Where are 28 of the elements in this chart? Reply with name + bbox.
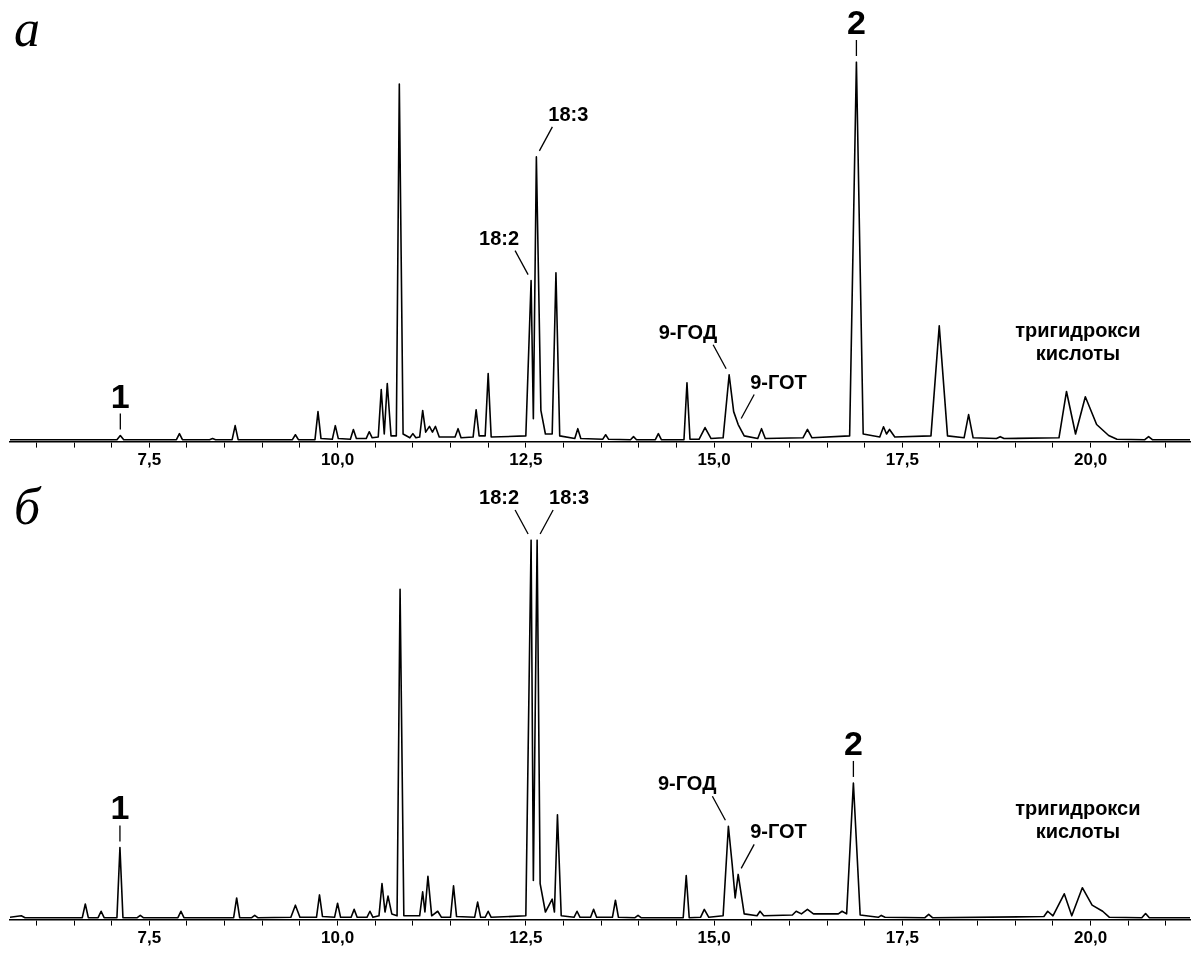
- chart-title: б: [14, 478, 42, 535]
- annotation: 18:2: [479, 226, 520, 249]
- x-tick-label: 7,5: [137, 928, 162, 948]
- annotation: 2: [843, 723, 863, 762]
- annotation: тригидрокси кислоты: [1015, 318, 1141, 364]
- chart-title: а: [14, 0, 40, 57]
- annotation: 9-ГОТ: [750, 820, 807, 843]
- annotation: тригидрокси кислоты: [1015, 796, 1141, 842]
- annotation: 1: [110, 788, 130, 827]
- x-tick-label: 15,0: [697, 450, 731, 470]
- x-tick-label: 20,0: [1074, 928, 1108, 948]
- annotation: 9-ГОТ: [750, 370, 807, 393]
- x-tick-label: 17,5: [885, 450, 919, 470]
- annotation: 1: [110, 376, 130, 415]
- annotation: 18:3: [549, 486, 590, 508]
- x-tick-label: 15,0: [697, 928, 731, 948]
- x-tick-label: 12,5: [509, 450, 543, 470]
- x-tick-label: 7,5: [137, 450, 162, 470]
- x-tick-label: 17,5: [885, 928, 919, 948]
- x-tick-label: 12,5: [509, 928, 543, 948]
- annotation: 9-ГОД: [658, 320, 718, 343]
- x-tick-label: 20,0: [1074, 450, 1108, 470]
- x-tick-label: 10,0: [321, 450, 355, 470]
- annotation: 18:3: [548, 102, 589, 125]
- annotation: 9-ГОД: [657, 772, 717, 795]
- x-tick-label: 10,0: [321, 928, 355, 948]
- annotation: 18:2: [479, 486, 520, 508]
- annotation: 2: [846, 3, 866, 41]
